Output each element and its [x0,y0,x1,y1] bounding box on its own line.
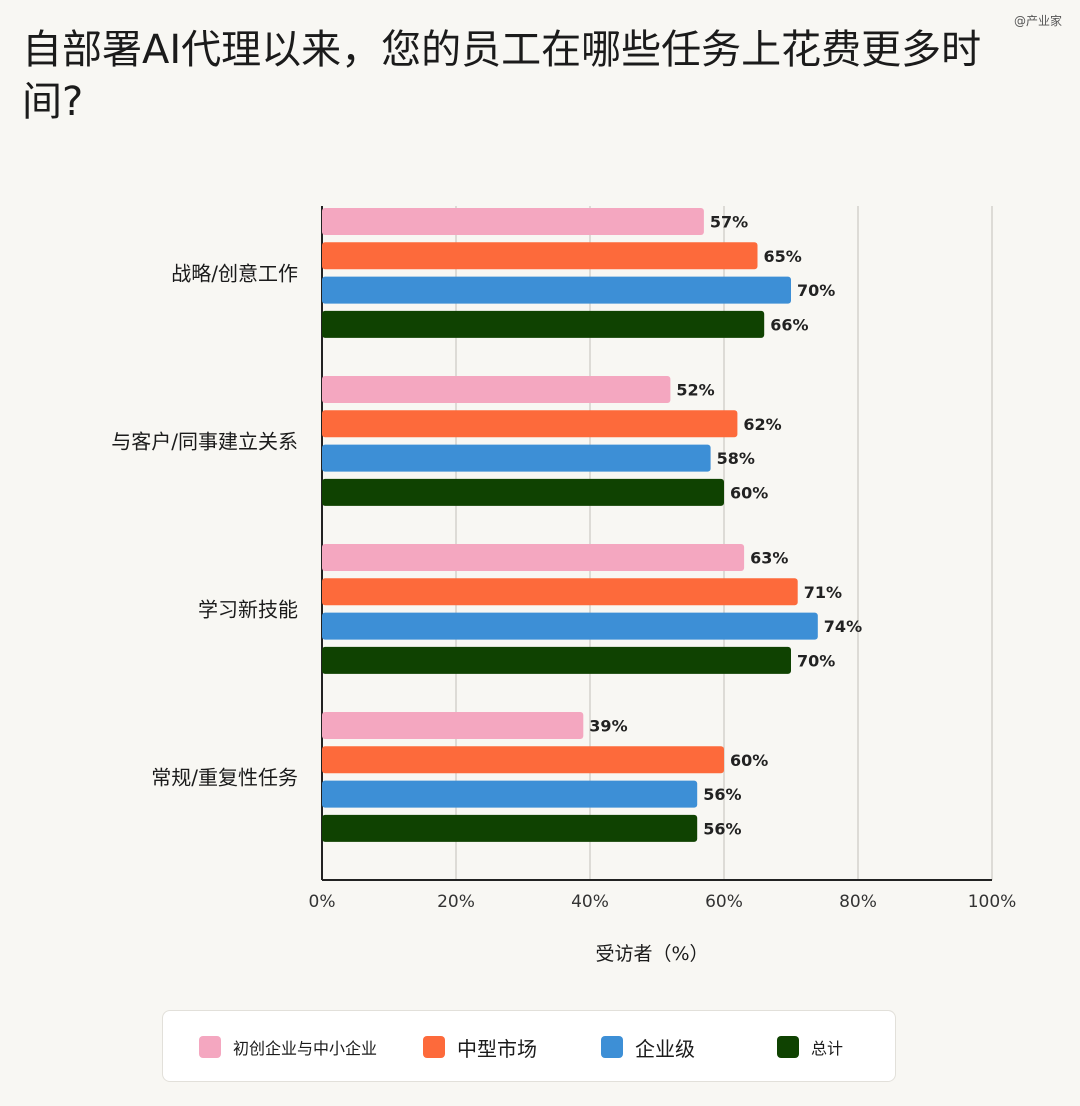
bar [322,646,791,674]
bar [322,310,765,338]
x-axis-title: 受访者（%） [595,943,708,965]
bar [322,544,745,571]
chart-legend: 初创企业与中小企业 中型市场 企业级 总计 [162,1010,896,1082]
bar-value-label: 62% [743,415,781,434]
bar [322,746,724,774]
category-label: 学习新技能 [198,598,298,622]
bar-value-label: 39% [589,717,627,736]
bar-value-label: 58% [717,449,755,468]
x-tick-label: 0% [309,892,336,912]
bar-value-label: 56% [703,819,741,838]
x-tick-label: 20% [437,892,475,912]
legend-label-enterprise: 企业级 [635,1036,695,1061]
bar-value-label: 56% [703,785,741,804]
x-tick-label: 80% [839,892,877,912]
x-tick-label: 100% [968,892,1017,912]
x-tick-label: 60% [705,892,743,912]
legend-item-total: 总计 [777,1011,843,1083]
bar-value-label: 52% [676,381,714,400]
watermark: @产业家 [1013,14,1062,28]
category-label: 战略/创意工作 [171,262,298,286]
bar-value-label: 70% [797,651,835,670]
bar [322,712,584,739]
bar [322,780,698,808]
bar-value-label: 57% [710,213,748,232]
bar-value-label: 70% [797,281,835,300]
legend-swatch-enterprise [601,1036,623,1058]
bar-value-label: 63% [750,549,788,568]
bar [322,276,791,304]
bar-value-label: 71% [804,583,842,602]
legend-item-enterprise: 企业级 [601,1011,695,1083]
bar [322,478,724,506]
bar [322,410,738,438]
legend-swatch-total [777,1036,799,1058]
legend-label-startup-smb: 初创企业与中小企业 [233,1039,378,1058]
bar [322,376,671,403]
bar-value-label: 66% [770,315,808,334]
bar-value-label: 74% [824,617,862,636]
category-label: 常规/重复性任务 [151,766,298,790]
bar-chart: 0% 20% 40% 60% 80% 100% 57% 65% 70% 66% 战略/创意工作 52%… [111,206,1017,965]
bar [322,242,758,270]
legend-item-mid-market: 中型市场 [423,1011,537,1083]
bar [322,814,698,842]
bar-value-label: 60% [730,751,768,770]
x-tick-label: 40% [571,892,609,912]
bar-value-label: 60% [730,483,768,502]
bar [322,578,798,606]
legend-swatch-mid-market [423,1036,445,1058]
legend-label-total: 总计 [811,1039,844,1058]
bar [322,444,711,472]
bar-value-label: 65% [764,247,802,266]
legend-label-mid-market: 中型市场 [457,1036,537,1061]
category-label: 与客户/同事建立关系 [111,430,298,454]
bar [322,208,704,235]
chart-title: 自部署AI代理以来，您的员工在哪些任务上花费更多时间? [22,27,982,125]
bar [322,612,818,640]
legend-swatch-startup-smb [199,1036,221,1058]
legend-item-startup-smb: 初创企业与中小企业 [199,1011,377,1083]
